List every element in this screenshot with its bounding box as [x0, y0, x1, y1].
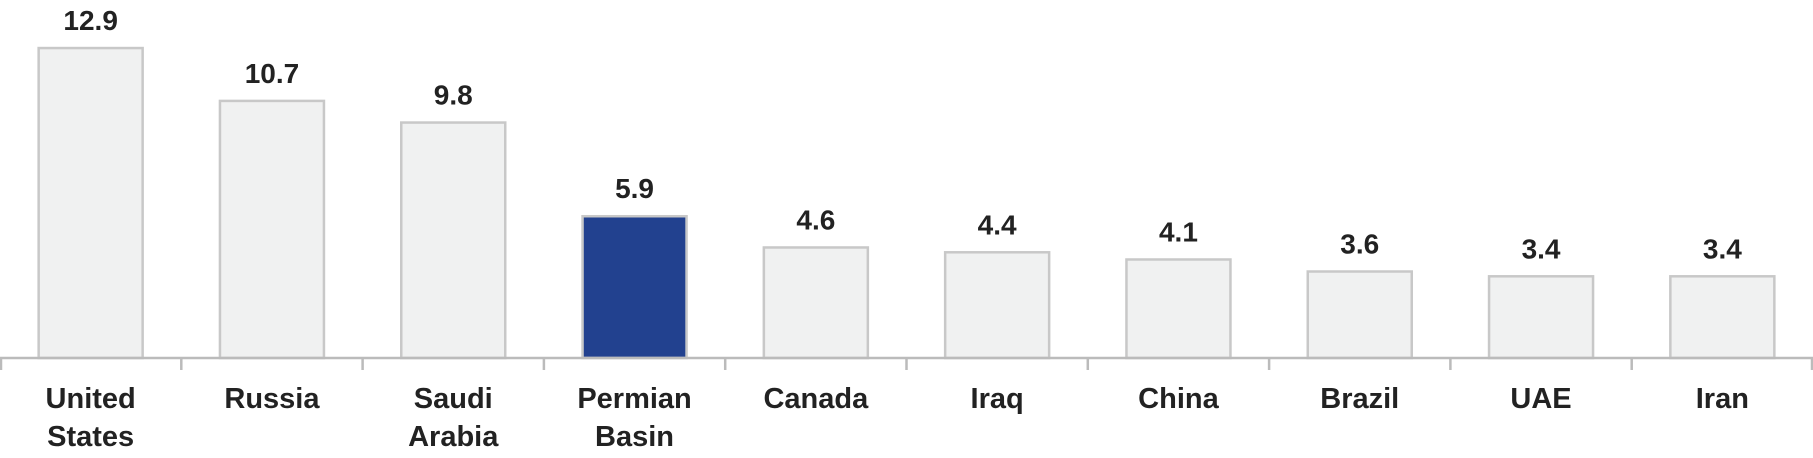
x-tick-label: Saudi Arabia	[408, 383, 499, 453]
x-tick-label: Canada	[763, 383, 869, 415]
value-label: 5.9	[615, 173, 654, 204]
x-tick-label: Iraq	[970, 383, 1024, 415]
value-label: 4.6	[796, 204, 835, 235]
bar	[37, 46, 144, 360]
bar	[1125, 258, 1232, 360]
value-label: 3.6	[1340, 229, 1379, 260]
x-tick-label: Russia	[224, 383, 320, 415]
value-label: 12.9	[63, 5, 118, 36]
bar	[400, 121, 507, 360]
bar	[1487, 275, 1595, 360]
x-tick-label: United States	[45, 383, 136, 453]
x-tick-label: Permian Basin	[577, 383, 692, 453]
value-label: 3.4	[1522, 233, 1561, 264]
value-label: 10.7	[245, 58, 300, 89]
x-tick-label: Brazil	[1320, 383, 1400, 415]
bar	[581, 214, 688, 360]
value-label: 3.4	[1703, 233, 1742, 264]
bar	[762, 246, 870, 360]
bar	[218, 99, 326, 360]
x-tick-label: UAE	[1510, 383, 1572, 415]
x-tick-label: China	[1138, 383, 1219, 415]
value-label: 9.8	[434, 80, 473, 111]
bar	[943, 251, 1051, 360]
bar	[1306, 270, 1413, 360]
value-label: 4.1	[1159, 216, 1198, 247]
bar	[1669, 275, 1776, 360]
x-tick-label: Iran	[1695, 383, 1749, 415]
value-label: 4.4	[978, 209, 1017, 240]
